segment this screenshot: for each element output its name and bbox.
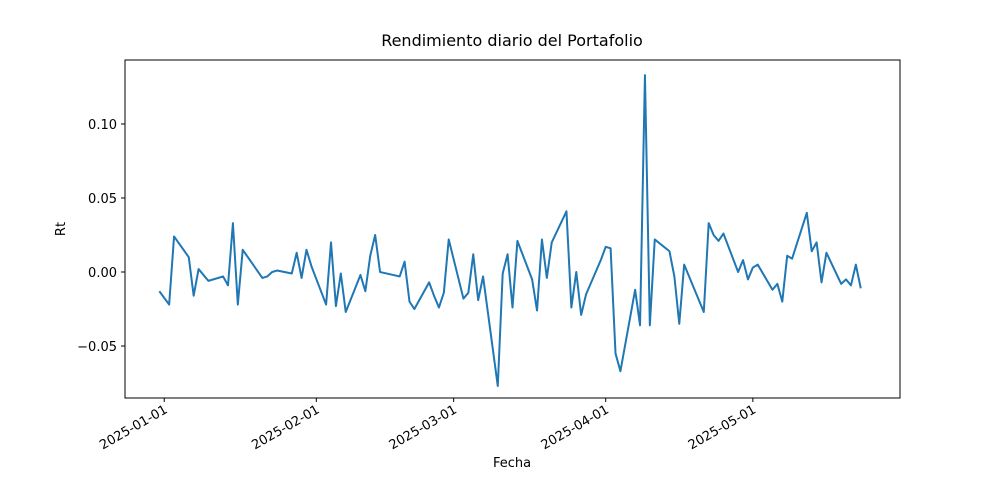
x-tick-label: 2025-01-01: [97, 402, 170, 453]
y-tick-label: 0.00: [88, 266, 117, 281]
x-axis-label: Fecha: [493, 456, 531, 471]
x-tick-label: 2025-03-01: [387, 402, 460, 453]
x-tick-label: 2025-05-01: [686, 402, 759, 453]
y-tick-label: −0.05: [77, 340, 117, 355]
x-tick-label: 2025-02-01: [249, 402, 322, 453]
y-tick-label: 0.05: [88, 192, 117, 207]
chart-title: Rendimiento diario del Portafolio: [381, 31, 643, 50]
data-line: [158, 74, 862, 388]
x-tick-label: 2025-04-01: [539, 402, 612, 453]
plot-frame: [124, 59, 901, 399]
y-axis-label: Rt: [54, 222, 69, 236]
y-tick-label: 0.10: [88, 118, 117, 133]
